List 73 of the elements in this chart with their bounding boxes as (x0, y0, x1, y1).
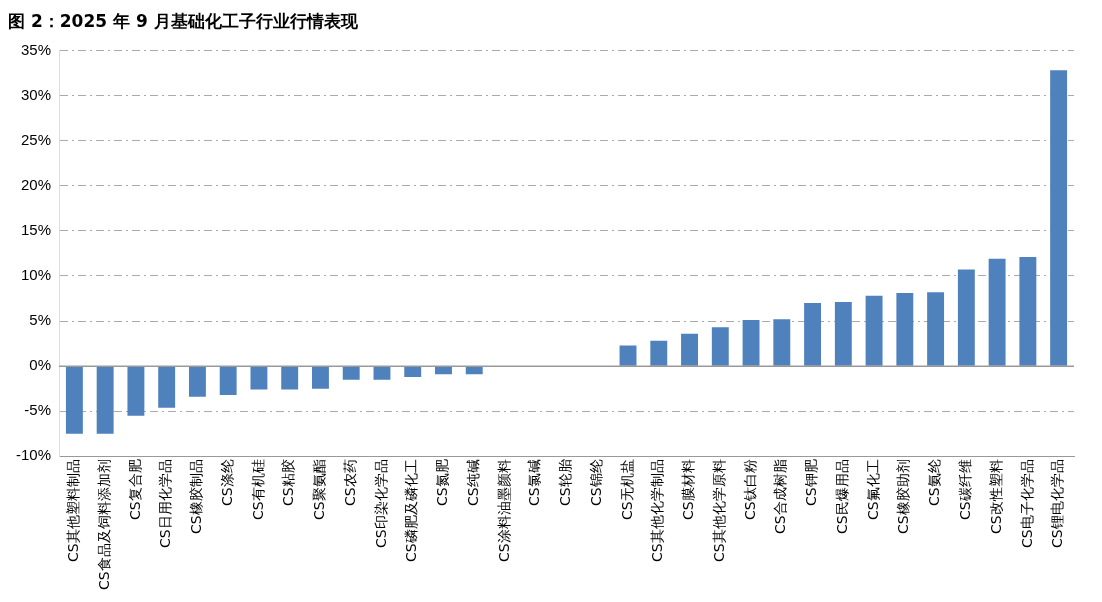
x-tick-label: CS其他塑料制品 (65, 459, 82, 563)
bar (281, 366, 299, 390)
x-tick-label: CS合成树脂 (772, 459, 789, 535)
x-tick-label: CS电子化学品 (1018, 459, 1035, 549)
x-tick-label: CS锂电化学品 (1049, 459, 1066, 549)
y-tick-label: 10% (20, 266, 52, 284)
y-tick-label: 5% (29, 311, 52, 329)
bar (250, 366, 268, 390)
bar (896, 293, 914, 366)
bar (342, 366, 360, 380)
bar (742, 320, 760, 366)
bar (988, 258, 1006, 366)
bar (957, 269, 975, 366)
x-tick-label: CS农药 (341, 459, 358, 507)
x-tick-label: CS纯碱 (464, 459, 481, 507)
bar (96, 366, 114, 434)
bar (927, 292, 945, 366)
x-tick-label: CS聚氨酯 (311, 459, 328, 521)
y-tick-label: 35% (20, 40, 52, 58)
bar (1019, 256, 1037, 366)
bar (834, 302, 852, 366)
bar (311, 366, 329, 389)
x-tick-label: CS民爆用品 (833, 459, 850, 535)
x-tick-label: CS氮肥 (434, 459, 451, 507)
x-tick-label: CS碳纤维 (956, 459, 973, 521)
x-tick-label: CS其他化学原料 (710, 459, 727, 563)
bar (404, 366, 422, 377)
x-tick-label: CS日用化学品 (157, 459, 174, 549)
y-tick-label: 0% (29, 356, 52, 374)
bar (711, 327, 729, 366)
x-tick-label: CS氟化工 (864, 459, 881, 521)
bar (619, 345, 637, 366)
y-tick-label: -5% (24, 401, 52, 419)
x-tick-label: CS粘胶 (280, 459, 297, 507)
bar (435, 366, 452, 375)
bar (650, 340, 668, 366)
x-tick-label: CS锦纶 (587, 459, 604, 507)
x-tick-label: CS印染化学品 (372, 459, 389, 549)
x-tick-label: CS改性塑料 (987, 459, 1004, 535)
x-tick-label: CS涂料油墨颜料 (495, 459, 512, 563)
bar (1050, 70, 1068, 366)
y-tick-label: -10% (15, 446, 52, 464)
bar (465, 366, 483, 375)
bar (219, 366, 237, 395)
bar (373, 366, 391, 380)
bar (158, 366, 176, 408)
x-tick-label: CS橡胶制品 (188, 459, 205, 535)
bar (681, 333, 698, 366)
x-tick-label: CS橡胶助剂 (895, 459, 912, 535)
y-tick-label: 30% (20, 85, 52, 103)
x-tick-label: CS其他化学制品 (649, 459, 666, 563)
x-tick-label: CS磷肥及磷化工 (403, 459, 420, 563)
chart-title: 图 2：2025 年 9 月基础化工子行业行情表现 (8, 10, 359, 31)
x-tick-label: CS膜材料 (680, 459, 697, 521)
x-tick-label: CS复合肥 (126, 459, 143, 521)
bar (127, 366, 145, 416)
bar (65, 366, 83, 434)
y-tick-label: 15% (20, 220, 52, 238)
x-tick-label: CS有机硅 (249, 459, 266, 521)
x-tick-label: CS氨纶 (926, 459, 943, 507)
bar (773, 319, 791, 366)
y-tick-label: 20% (20, 175, 52, 193)
x-tick-label: CS钾肥 (803, 459, 820, 507)
bar (865, 295, 883, 366)
x-tick-label: CS无机盐 (618, 459, 635, 521)
bar (188, 366, 206, 397)
x-tick-label: CS钛白粉 (741, 459, 758, 521)
bar (804, 302, 822, 366)
y-tick-label: 25% (20, 130, 52, 148)
x-tick-label: CS氯碱 (526, 459, 543, 507)
x-tick-label: CS涤纶 (218, 459, 235, 507)
x-tick-label: CS食品及饲料添加剂 (95, 459, 112, 591)
x-tick-label: CS轮胎 (557, 459, 574, 507)
